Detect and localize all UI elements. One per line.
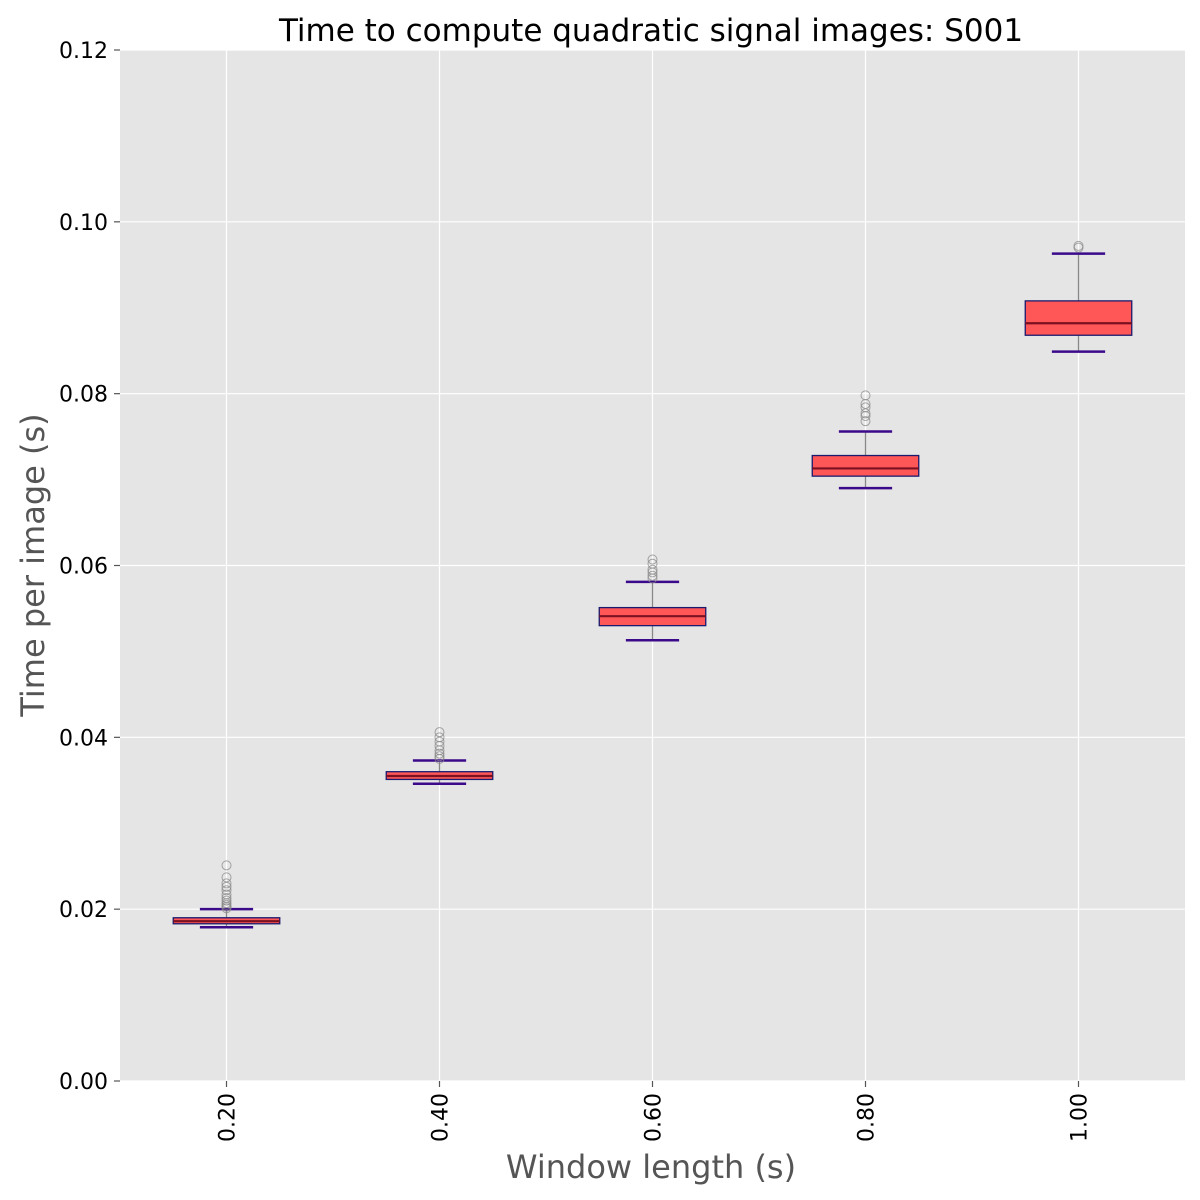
y-tick-label: 0.06	[59, 555, 108, 580]
flier-point	[434, 748, 445, 759]
flier-point	[1073, 240, 1084, 251]
flier-point	[221, 889, 232, 900]
flier-point	[221, 885, 232, 896]
flier-point	[647, 554, 658, 565]
chart-title: Time to compute quadratic signal images:…	[278, 13, 1023, 49]
y-tick-label: 0.08	[59, 383, 108, 408]
flier-point	[860, 416, 871, 427]
x-tick-label: 0.80	[855, 1093, 880, 1142]
flier-point	[221, 878, 232, 889]
flier-point	[221, 892, 232, 903]
y-tick-label: 0.10	[59, 211, 108, 236]
flier-point	[860, 402, 871, 413]
box-group	[385, 727, 494, 785]
axis-ticks: 0.00 0.02 0.04 0.06 0.08 0.10 0.12 0.20 0.40 0.60…	[59, 39, 1092, 1142]
box-group	[1024, 240, 1133, 353]
y-tick-label: 0.00	[59, 1070, 108, 1095]
flier-point	[434, 751, 445, 762]
flier-point	[221, 872, 232, 883]
box-group	[811, 390, 920, 490]
flier-point	[647, 558, 658, 569]
flier-point	[860, 390, 871, 401]
x-tick-label: 0.60	[642, 1093, 667, 1142]
x-tick-label: 0.40	[429, 1093, 454, 1142]
flier-point	[221, 895, 232, 906]
y-axis-label: Time per image (s)	[14, 413, 52, 717]
box-body	[811, 454, 920, 477]
flier-point	[434, 727, 445, 738]
flier-point	[221, 860, 232, 871]
y-tick-label: 0.04	[59, 726, 108, 751]
x-axis-label: Window length (s)	[506, 1148, 796, 1186]
box-group	[172, 860, 281, 929]
flier-point	[647, 570, 658, 581]
box-group	[598, 554, 707, 642]
y-tick-label: 0.02	[59, 898, 108, 923]
y-tick-label: 0.12	[59, 39, 108, 64]
flier-point	[647, 564, 658, 575]
flier-point	[434, 732, 445, 743]
box-series	[172, 240, 1133, 929]
box-body	[1024, 300, 1133, 336]
x-tick-label: 0.20	[216, 1093, 241, 1142]
x-tick-label: 1.00	[1068, 1093, 1093, 1142]
